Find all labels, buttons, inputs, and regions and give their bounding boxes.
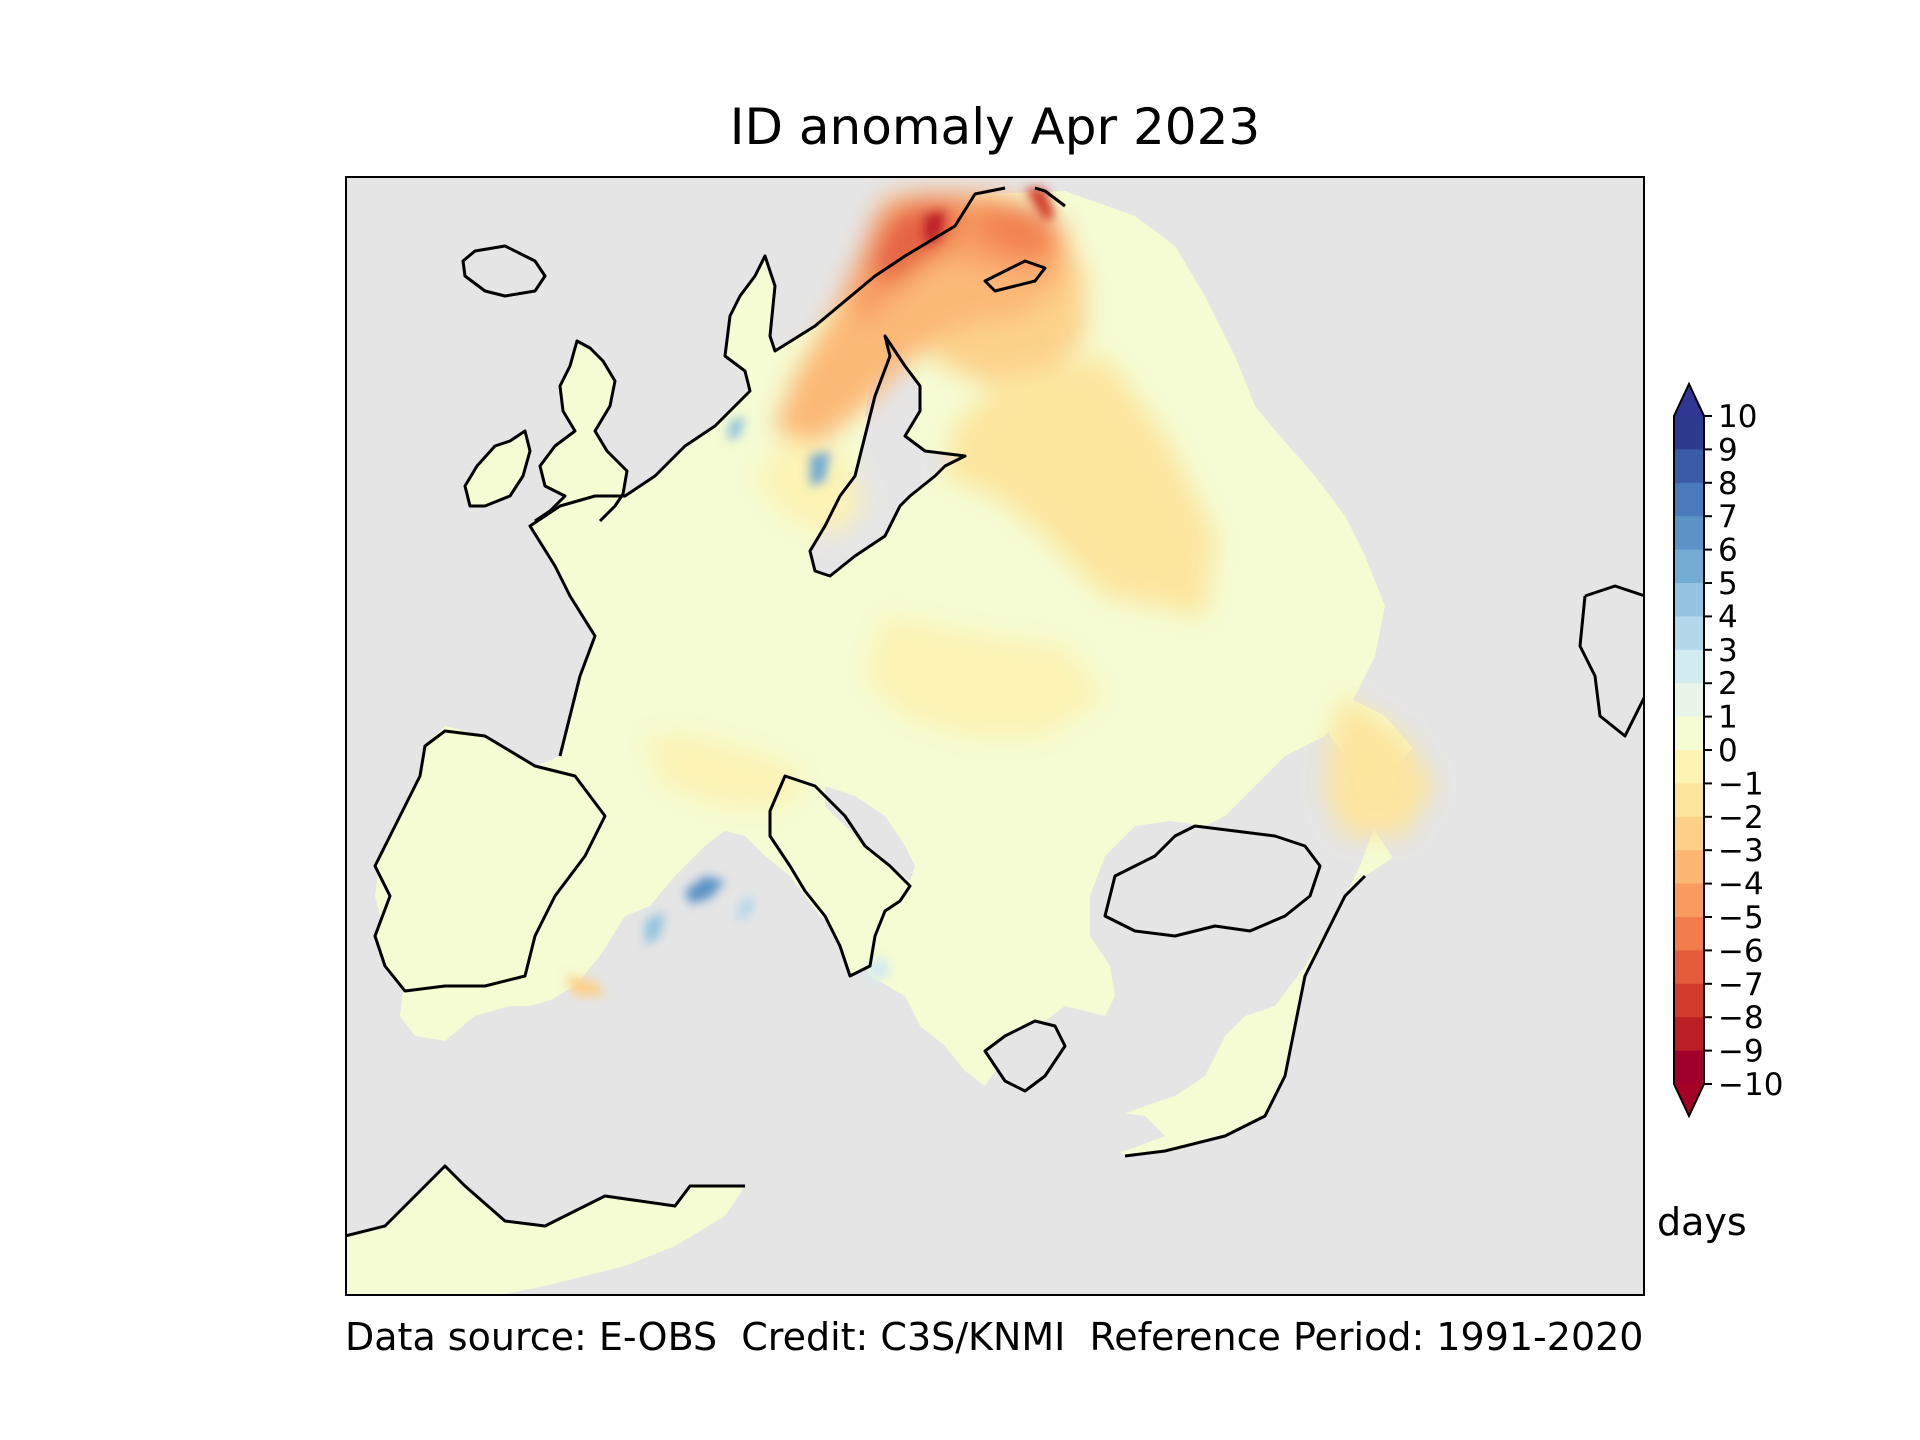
colorbar-segment [1674,750,1704,784]
map-border [345,176,1645,1296]
colorbar-tick-label: 5 [1718,566,1738,602]
anomaly-map [345,176,1645,1296]
colorbar-segment [1674,1050,1704,1085]
colorbar-segment [1674,416,1704,450]
colorbar-bottom-extension [1674,1084,1704,1116]
colorbar-segment [1674,1017,1704,1052]
colorbar-segment [1674,783,1704,818]
colorbar-segment [1674,583,1704,617]
colorbar-tick-label: −8 [1718,1000,1764,1036]
land-ireland [465,431,530,506]
colorbar-segment [1674,482,1704,517]
sea-mediterranean [445,936,1165,1186]
anomaly-fine-detail [565,188,1055,996]
colorbar-segment [1674,883,1704,918]
colorbar-segment [1674,449,1704,484]
colorbar-tick-label: 2 [1718,666,1738,702]
colorbar-tick-label: −7 [1718,967,1764,1003]
colorbar-tick-label: 0 [1718,733,1738,769]
land-great-britain [535,341,627,521]
land-north-africa [345,1166,745,1296]
sea-adriatic [825,786,915,881]
colorbar-segment [1674,549,1704,584]
land-italy [770,776,910,976]
colorbar-tick-label: −2 [1718,800,1764,836]
colorbar-tick-label: 4 [1718,599,1738,635]
colorbar-segment [1674,616,1704,651]
colorbar-tick-label: −10 [1718,1067,1783,1103]
colorbar-segment [1674,983,1704,1018]
colorbar-tick-label: 6 [1718,533,1738,569]
data-source-credit: Data source: E-OBS Credit: C3S/KNMI Refe… [345,1315,1644,1359]
coastlines [345,186,1645,1238]
colorbar-tick-label: −4 [1718,867,1764,903]
colorbar-tick-label: 1 [1718,700,1738,736]
colorbar-segment [1674,917,1704,951]
colorbar-tick-label: 10 [1718,399,1757,435]
colorbar-segment [1674,649,1704,684]
colorbar-tick-label: −3 [1718,833,1764,869]
colorbar-segment [1674,950,1704,985]
units-label: days [1657,1200,1747,1244]
map-title: ID anomaly Apr 2023 [729,98,1261,156]
land-levant [1365,616,1645,896]
colorbar-tick-label: 8 [1718,466,1738,502]
colorbar-tick-label: −1 [1718,766,1764,802]
colorbar-segment [1674,683,1704,718]
colorbar-tick-label: −6 [1718,933,1764,969]
colorbar-segments [1674,416,1704,1085]
colorbar-segment [1674,850,1704,885]
colorbar-top-extension [1674,384,1704,416]
colorbar-segment [1674,816,1704,851]
sea-caspian [1580,586,1645,736]
colorbar-tick-label: −9 [1718,1034,1764,1070]
land-iceland [463,246,545,296]
colorbar-segment [1674,516,1704,551]
colorbar-tick-label: 3 [1718,633,1738,669]
colorbar-tick-label: 9 [1718,432,1738,468]
colorbar-tick-label: −5 [1718,900,1764,936]
colorbar-tick-label: 7 [1718,499,1738,535]
colorbar-segment [1674,716,1704,751]
land-iberia [375,731,605,991]
